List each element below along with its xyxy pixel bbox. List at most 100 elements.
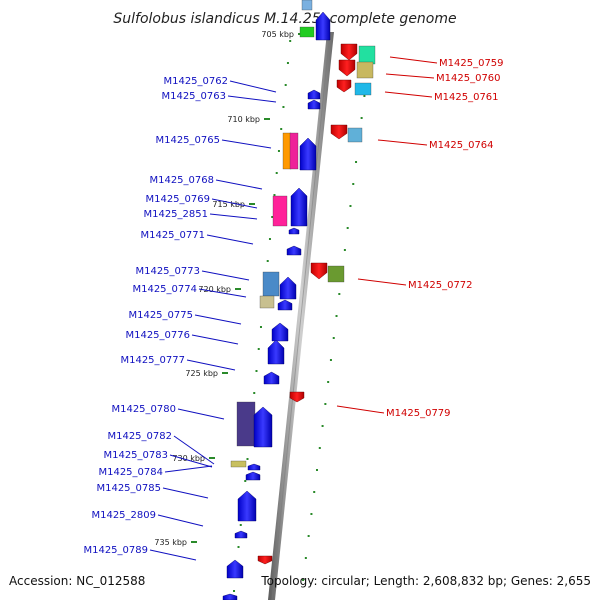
label-leader-line [201,270,250,281]
gene-label[interactable]: M1425_0764 [429,140,494,151]
gene-label[interactable]: M1425_0761 [434,92,499,103]
gene-feature [354,82,372,96]
scale-label: 720 kbp [198,285,231,294]
scale-label: 715 kbp [212,200,245,209]
genome-summary: Topology: circular; Length: 2,608,832 bp… [261,574,591,588]
gene-label[interactable]: M1425_0785 [96,483,161,494]
label-leader-line [164,465,213,473]
gene-feature [226,559,244,579]
label-leader-line [209,213,258,220]
gene-feature [282,132,292,170]
label-leader-line [162,487,209,499]
label-leader-line [227,95,277,103]
gene-label[interactable]: M1425_0772 [408,280,473,291]
scale-label: 710 kbp [227,115,260,124]
gene-feature [336,79,352,93]
genome-title: Sulfolobus islandicus M.14.25, complete … [113,11,456,27]
gene-feature [289,391,305,403]
gene-feature [347,127,363,143]
gene-feature [340,43,358,61]
gene-feature [272,195,288,227]
gene-label[interactable]: M1425_0765 [155,135,220,146]
gene-feature [289,132,299,170]
gene-label[interactable]: M1425_2809 [91,510,156,521]
gene-feature [338,59,356,77]
gene-label[interactable]: M1425_0769 [145,194,210,205]
gene-feature [356,61,374,79]
gene-feature [237,490,257,522]
gene-feature [301,0,313,11]
gene-label[interactable]: M1425_0759 [439,58,504,69]
gene-feature [299,137,317,171]
label-leader-line [229,80,277,93]
scale-label: 705 kbp [261,30,294,39]
gene-feature [277,299,293,311]
label-leader-line [389,56,438,64]
label-leader-line [191,334,239,345]
gene-label[interactable]: M1425_0779 [386,408,451,419]
gene-label[interactable]: M1425_0780 [111,404,176,415]
gene-label[interactable]: M1425_0762 [163,76,228,87]
gene-label[interactable]: M1425_0773 [135,266,200,277]
gene-feature [259,295,275,309]
gene-label[interactable]: M1425_0783 [103,450,168,461]
gene-feature [307,89,321,100]
gene-label[interactable]: M1425_0774 [132,284,197,295]
label-leader-line [206,234,254,245]
gene-feature [253,406,273,448]
gene-feature [279,276,297,300]
scale-label: 735 kbp [154,538,187,547]
label-leader-line [198,288,247,298]
label-leader-line [385,73,435,79]
gene-feature [358,45,376,65]
gene-label[interactable]: M1425_0777 [120,355,185,366]
gene-label[interactable]: M1425_0784 [98,467,163,478]
gene-feature [330,124,348,140]
gene-label[interactable]: M1425_0782 [107,431,172,442]
label-leaders [149,56,438,561]
gene-feature [288,227,300,235]
label-leader-line [357,278,407,286]
gene-label[interactable]: M1425_0763 [161,91,226,102]
gene-feature [245,471,261,481]
label-leader-line [149,549,197,561]
gene-features [222,0,376,600]
gene-feature [234,530,248,539]
gene-label[interactable]: M1425_0789 [83,545,148,556]
gene-label[interactable]: M1425_2851 [143,209,208,220]
gene-feature [286,245,302,256]
label-leader-line [157,514,204,527]
gene-feature [327,265,345,283]
gene-feature [257,555,273,565]
scale-label: 725 kbp [185,369,218,378]
label-leader-line [377,139,428,146]
gene-labels: M1425_0762 M1425_0763 M1425_0765 M1425_0768… [83,58,503,556]
gene-feature [247,463,261,471]
label-leader-line [194,314,242,325]
gene-label[interactable]: M1425_0760 [436,73,501,84]
label-leader-line [384,91,433,98]
gene-feature [299,26,315,38]
label-leader-line [169,454,213,468]
gene-feature [271,322,289,342]
gene-label[interactable]: M1425_0776 [125,330,190,341]
gene-feature [263,371,280,385]
gene-feature [230,460,247,468]
gene-feature [307,99,321,110]
gene-feature [222,593,238,600]
label-leader-line [177,408,225,420]
gene-label[interactable]: M1425_0775 [128,310,193,321]
gene-label[interactable]: M1425_0771 [140,230,205,241]
label-leader-line [186,359,236,371]
gene-feature [236,401,256,447]
gene-feature [262,271,280,297]
label-leader-line [215,179,263,190]
label-leader-line [173,435,215,465]
label-leader-line [221,139,272,149]
label-leader-line [211,198,258,209]
gene-label[interactable]: M1425_0768 [149,175,214,186]
label-leader-line [336,405,385,414]
gene-feature [267,339,285,365]
scale-label: 730 kbp [172,454,205,463]
